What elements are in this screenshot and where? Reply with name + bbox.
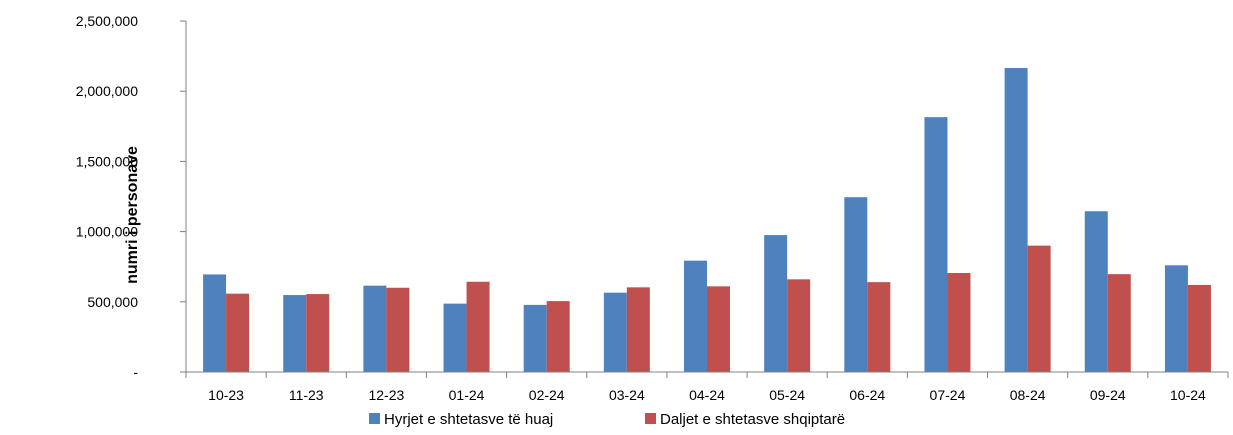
x-tick-label: 10-24 — [1170, 387, 1206, 403]
bar-daljet-08-24 — [1027, 245, 1051, 372]
legend-label-hyrjet: Hyrjet e shtetasve të huaj — [384, 411, 553, 428]
bar-hyrjet-10-24 — [1164, 265, 1188, 372]
y-tick-label: 1,000,000 — [76, 224, 138, 240]
bar-daljet-04-24 — [707, 286, 730, 372]
bar-daljet-05-24 — [787, 279, 811, 372]
x-tick-label: 02-24 — [529, 387, 565, 403]
bar-hyrjet-09-24 — [1084, 211, 1108, 372]
x-tick-label: 01-24 — [449, 387, 485, 403]
bar-daljet-10-24 — [1187, 284, 1211, 372]
legend-label-daljet: Daljet e shtetasve shqiptarë — [660, 411, 845, 428]
bar-daljet-12-23 — [386, 287, 410, 372]
x-tick-label: 04-24 — [689, 387, 725, 403]
y-tick-label: 1,500,000 — [76, 153, 138, 169]
bar-hyrjet-05-24 — [764, 235, 788, 372]
legend-swatch-hyrjet — [369, 413, 380, 424]
x-tick-label: 07-24 — [930, 387, 966, 403]
bar-daljet-11-23 — [306, 294, 330, 372]
bar-daljet-06-24 — [867, 282, 891, 372]
bar-hyrjet-03-24 — [603, 292, 627, 372]
bar-daljet-10-23 — [226, 293, 250, 372]
legend-swatch-daljet — [645, 413, 656, 424]
bar-hyrjet-12-23 — [363, 285, 387, 372]
x-tick-label: 12-23 — [368, 387, 404, 403]
y-tick-label: 2,000,000 — [76, 83, 138, 99]
x-tick-label: 03-24 — [609, 387, 645, 403]
bar-hyrjet-04-24 — [684, 260, 707, 372]
bar-daljet-07-24 — [947, 273, 971, 372]
bar-hyrjet-01-24 — [443, 303, 467, 372]
y-tick-label: 2,500,000 — [76, 13, 138, 29]
x-tick-label: 05-24 — [769, 387, 805, 403]
bar-hyrjet-08-24 — [1004, 68, 1028, 372]
bar-hyrjet-10-23 — [203, 274, 227, 372]
legend: Hyrjet e shtetasve të huaj Daljet e shtet… — [369, 411, 845, 428]
bar-hyrjet-11-23 — [283, 295, 307, 372]
x-tick-label: 09-24 — [1090, 387, 1126, 403]
bar-hyrjet-07-24 — [924, 117, 948, 372]
bar-hyrjet-06-24 — [844, 197, 868, 372]
y-tick-label: - — [133, 364, 138, 380]
x-tick-label: 10-23 — [208, 387, 244, 403]
x-tick-label: 11-23 — [289, 387, 324, 403]
bar-hyrjet-02-24 — [523, 304, 547, 372]
bar-daljet-03-24 — [626, 287, 650, 372]
y-axis-label: numri i personave — [124, 146, 141, 284]
bar-daljet-02-24 — [546, 301, 570, 372]
x-tick-label: 08-24 — [1010, 387, 1046, 403]
y-tick-label: 500,000 — [87, 294, 138, 310]
x-tick-label: 06-24 — [849, 387, 885, 403]
bar-daljet-09-24 — [1107, 274, 1131, 372]
bar-daljet-01-24 — [466, 281, 490, 372]
